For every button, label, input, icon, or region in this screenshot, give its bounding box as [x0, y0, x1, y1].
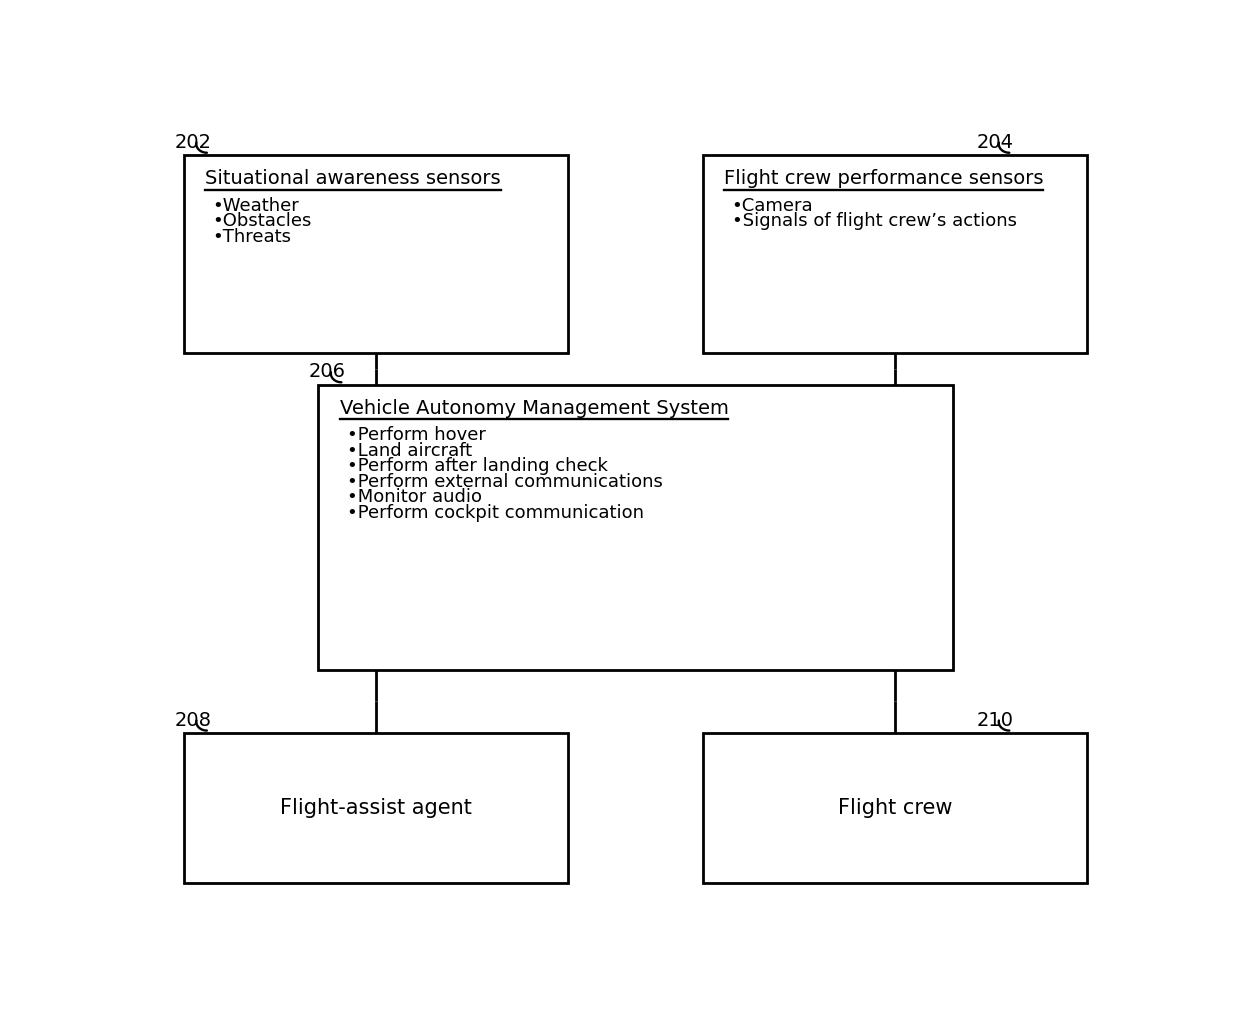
Text: •Camera: •Camera: [732, 196, 813, 215]
Text: •Perform cockpit communication: •Perform cockpit communication: [347, 504, 645, 522]
Text: •Threats: •Threats: [213, 228, 291, 246]
Text: •Perform hover: •Perform hover: [347, 427, 486, 444]
Text: 204: 204: [977, 133, 1013, 152]
Text: 202: 202: [174, 133, 211, 152]
FancyBboxPatch shape: [184, 733, 568, 883]
Text: •Perform after landing check: •Perform after landing check: [347, 457, 608, 475]
FancyBboxPatch shape: [184, 155, 568, 353]
Text: Flight crew: Flight crew: [838, 798, 952, 818]
Text: Vehicle Autonomy Management System: Vehicle Autonomy Management System: [340, 399, 728, 417]
Text: •Obstacles: •Obstacles: [213, 213, 312, 230]
Text: Situational awareness sensors: Situational awareness sensors: [205, 170, 501, 188]
Text: •Land aircraft: •Land aircraft: [347, 442, 472, 460]
Text: 208: 208: [174, 710, 211, 730]
Text: •Monitor audio: •Monitor audio: [347, 488, 482, 507]
Text: 210: 210: [977, 710, 1013, 730]
Text: Flight crew performance sensors: Flight crew performance sensors: [724, 170, 1043, 188]
Text: •Signals of flight crew’s actions: •Signals of flight crew’s actions: [732, 213, 1017, 230]
Text: •Perform external communications: •Perform external communications: [347, 473, 663, 491]
FancyBboxPatch shape: [703, 733, 1087, 883]
Text: •Weather: •Weather: [213, 196, 299, 215]
FancyBboxPatch shape: [703, 155, 1087, 353]
FancyBboxPatch shape: [319, 384, 952, 669]
Text: 206: 206: [309, 363, 346, 381]
Text: Flight-assist agent: Flight-assist agent: [280, 798, 472, 818]
